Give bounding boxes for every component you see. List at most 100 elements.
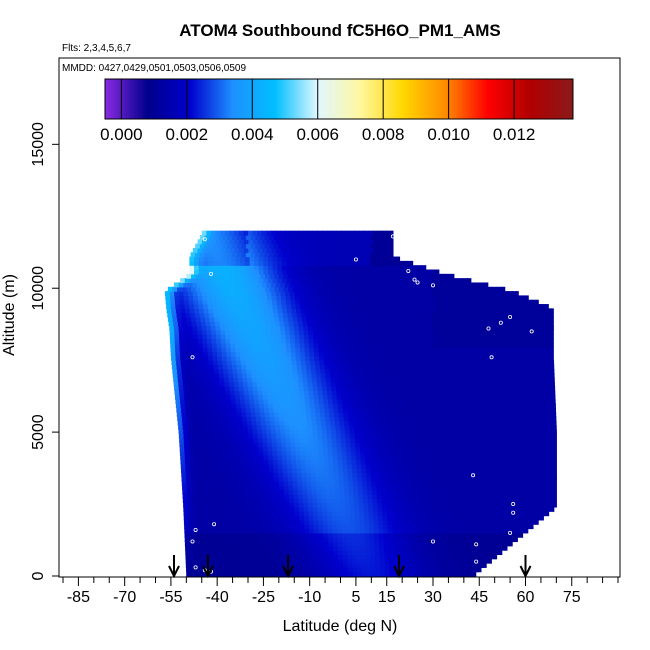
heatmap-cell [522, 455, 528, 461]
heatmap-cell [513, 355, 519, 361]
heatmap-cell [383, 446, 389, 452]
heatmap-cell [263, 308, 269, 314]
heatmap-cell [534, 433, 541, 439]
heatmap-cell [308, 338, 315, 344]
heatmap-cell [512, 390, 518, 396]
heatmap-cell [444, 407, 450, 413]
heatmap-cell [211, 386, 217, 391]
heatmap-cell [421, 550, 427, 556]
heatmap-cell [234, 524, 241, 530]
heatmap-cell [530, 506, 536, 512]
heatmap-cell [352, 407, 358, 413]
heatmap-cell [387, 528, 394, 534]
heatmap-cell [425, 403, 431, 409]
heatmap-cell [447, 515, 453, 521]
heatmap-cell [464, 498, 471, 504]
heatmap-cell [251, 317, 257, 322]
heatmap-cell [495, 554, 498, 560]
heatmap-cell [221, 304, 227, 309]
heatmap-cell [287, 364, 293, 370]
heatmap-cell [459, 377, 466, 383]
heatmap-cell [529, 321, 535, 327]
heatmap-cell [224, 502, 230, 508]
heatmap-cell [372, 321, 378, 327]
heatmap-cell [476, 541, 482, 547]
heatmap-cell [501, 485, 507, 491]
heatmap-cell [250, 463, 256, 469]
heatmap-cell [231, 468, 238, 473]
heatmap-cell [427, 373, 433, 379]
heatmap-cell [329, 558, 335, 564]
heatmap-cell [342, 463, 348, 469]
heatmap-cell [195, 481, 201, 486]
heatmap-cell [204, 407, 210, 413]
heatmap-cell [382, 429, 388, 435]
heatmap-cell [260, 373, 266, 379]
heatmap-cell [185, 563, 192, 568]
heatmap-cell [460, 381, 466, 387]
heatmap-cell [293, 381, 300, 387]
heatmap-cell [185, 308, 191, 314]
heatmap-cell [471, 528, 477, 534]
heatmap-cell [453, 407, 460, 413]
heatmap-cell [333, 468, 339, 473]
heatmap-cell [223, 411, 229, 417]
heatmap-cell [400, 429, 406, 435]
heatmap-cell [364, 390, 370, 396]
heatmap-cell [211, 437, 217, 443]
heatmap-cell [480, 394, 486, 400]
heatmap-cell [526, 446, 532, 452]
heatmap-cell [202, 446, 208, 452]
heatmap-cell [365, 360, 371, 366]
heatmap-cell [493, 334, 499, 340]
heatmap-cell [357, 476, 363, 482]
heatmap-cell [415, 399, 422, 404]
heatmap-cell [473, 373, 479, 379]
heatmap-cell [211, 433, 217, 439]
heatmap-cell [305, 360, 311, 366]
heatmap-cell [404, 373, 410, 379]
heatmap-cell [191, 377, 197, 383]
heatmap-cell [443, 532, 449, 538]
heatmap-cell [542, 476, 548, 482]
heatmap-cell [183, 325, 189, 331]
heatmap-cell [199, 463, 205, 469]
heatmap-cell [222, 459, 228, 465]
heatmap-cell [504, 312, 511, 318]
heatmap-cell [293, 424, 299, 430]
heatmap-cell [230, 442, 236, 448]
heatmap-cell [528, 485, 535, 491]
heatmap-cell [443, 450, 449, 456]
heatmap-cell [493, 519, 500, 525]
heatmap-cell [422, 481, 428, 486]
heatmap-cell [280, 390, 287, 396]
heatmap-cell [409, 502, 415, 508]
heatmap-cell [393, 541, 399, 547]
heatmap-cell [466, 455, 473, 461]
heatmap-cell [199, 360, 205, 366]
heatmap-cell [183, 511, 189, 517]
heatmap-cell [440, 567, 446, 573]
heatmap-cell [260, 368, 266, 374]
heatmap-cell [323, 528, 329, 534]
heatmap-cell [489, 446, 495, 452]
heatmap-cell [265, 481, 271, 486]
heatmap-cell [282, 364, 289, 370]
heatmap-cell [494, 308, 501, 314]
heatmap-cell [548, 424, 554, 430]
heatmap-cell [393, 550, 399, 556]
heatmap-cell [498, 528, 505, 534]
heatmap-cell [285, 329, 291, 335]
heatmap-cell [401, 437, 407, 443]
heatmap-cell [197, 519, 204, 525]
heatmap-cell [212, 541, 218, 547]
heatmap-cell [201, 506, 208, 512]
heatmap-cell [450, 485, 456, 491]
heatmap-cell [177, 317, 183, 322]
heatmap-cell [397, 351, 403, 357]
heatmap-cell [299, 528, 306, 534]
heatmap-cell [304, 528, 310, 534]
heatmap-cell [389, 558, 395, 564]
heatmap-cell [447, 446, 454, 452]
heatmap-cell [429, 394, 435, 400]
